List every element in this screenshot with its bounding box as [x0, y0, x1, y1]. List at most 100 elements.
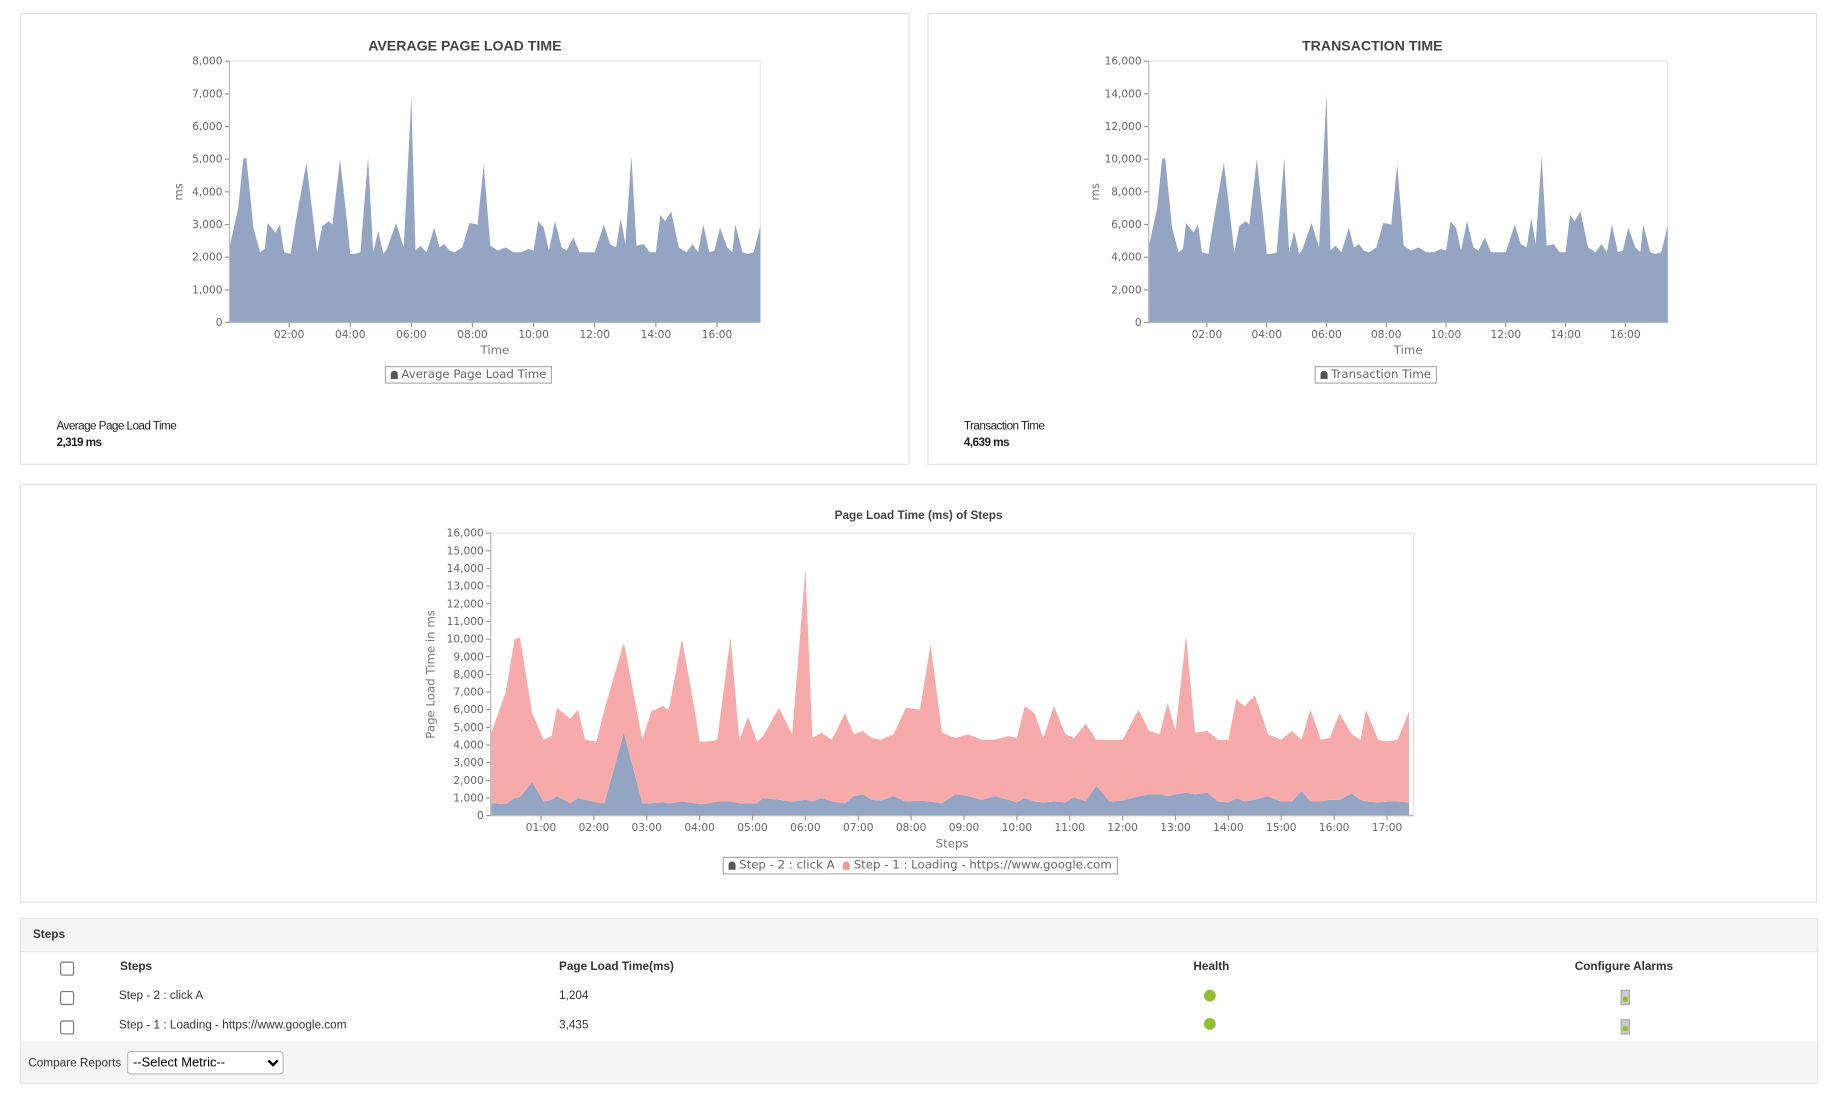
- x-tick-label: 04:00: [1251, 329, 1282, 341]
- y-tick-label: 6,000: [1111, 219, 1142, 231]
- x-tick-label: 04:00: [335, 329, 366, 341]
- x-tick-label: 04:00: [684, 822, 715, 834]
- x-tick-label: 02:00: [274, 329, 305, 341]
- x-tick-label: 08:00: [1371, 329, 1402, 341]
- x-tick-label: 06:00: [396, 329, 427, 341]
- column-header-health: Health: [1193, 960, 1230, 974]
- y-tick-label: 4,000: [453, 740, 484, 752]
- x-tick-label: 10:00: [518, 329, 549, 341]
- x-tick-label: 08:00: [457, 329, 488, 341]
- x-tick-label: 01:00: [526, 822, 557, 834]
- y-tick-label: 15,000: [447, 545, 484, 557]
- legend-swatch-icon: [843, 861, 851, 870]
- avg-stat-value: 2,319 ms: [56, 436, 102, 450]
- chart-title: AVERAGE PAGE LOAD TIME: [368, 37, 562, 55]
- chart-legend[interactable]: Transaction Time: [1314, 366, 1437, 384]
- compare-reports-bar: Compare Reports --Select Metric--: [21, 1041, 1818, 1083]
- step-name: Step - 2 : click A: [118, 989, 204, 1003]
- series-area-2: [490, 568, 1410, 805]
- legend-swatch-icon: [1320, 370, 1328, 379]
- x-tick-label: 02:00: [1192, 329, 1223, 341]
- legend-label: Step - 1 : Loading - https://www.google.…: [853, 859, 1112, 873]
- legend-swatch-icon: [728, 861, 736, 870]
- series-area-1: [1148, 93, 1668, 323]
- y-tick-label: 10,000: [447, 634, 484, 646]
- x-tick-label: 08:00: [896, 822, 927, 834]
- avg-page-load-panel: AVERAGE PAGE LOAD TIME 0 1,000 2,000 3,000 4…: [20, 12, 910, 465]
- y-tick-label: 5,000: [453, 722, 484, 734]
- x-tick-label: 16:00: [1610, 329, 1641, 341]
- x-tick-label: 16:00: [702, 329, 733, 341]
- trans-stat-label: Transaction Time: [963, 420, 1045, 434]
- y-tick-label: 4,000: [1111, 252, 1142, 264]
- configure-alarm-icon[interactable]: [1620, 989, 1631, 1006]
- step-load-time: 3,435: [559, 1019, 589, 1033]
- configure-alarm-icon[interactable]: [1620, 1019, 1631, 1035]
- y-tick-label: 0: [1135, 317, 1142, 329]
- y-tick-label: 2,000: [192, 252, 223, 264]
- y-tick-label: 13,000: [447, 581, 484, 593]
- column-header-steps: Steps: [120, 960, 153, 974]
- x-tick-label: 12:00: [1107, 822, 1138, 834]
- chart-title: TRANSACTION TIME: [1302, 37, 1443, 55]
- y-tick-label: 6,000: [192, 121, 223, 133]
- chart-legend[interactable]: Step - 2 : click A Step - 1 : Loading - …: [722, 856, 1118, 875]
- step-name: Step - 1 : Loading - https://www.google.…: [118, 1019, 347, 1033]
- x-tick-label: 06:00: [1311, 329, 1342, 341]
- x-tick-label: 07:00: [843, 822, 874, 834]
- trans-stat-value: 4,639 ms: [963, 436, 1010, 450]
- legend-swatch-icon: [390, 370, 398, 379]
- x-tick-label: 17:00: [1372, 822, 1403, 834]
- compare-reports-label: Compare Reports: [28, 1056, 122, 1070]
- column-header-configure-alarms: Configure Alarms: [1574, 960, 1674, 974]
- legend-label: Step - 2 : click A: [739, 859, 835, 873]
- x-tick-label: 12:00: [579, 329, 610, 341]
- chart-legend[interactable]: Average Page Load Time: [384, 366, 553, 384]
- y-tick-label: 16,000: [1105, 56, 1142, 68]
- y-tick-label: 4,000: [192, 186, 223, 198]
- y-tick-label: 0: [477, 810, 484, 822]
- steps-chart-panel: Page Load Time (ms) of Steps 0 1,000 2,000…: [20, 483, 1818, 903]
- transaction-time-chart: 0 2,000 4,000 6,000 8,000 10,000 12,000 14,000 1…: [1088, 56, 1669, 357]
- y-tick-label: 0: [216, 317, 223, 329]
- y-tick-label: 11,000: [447, 616, 484, 628]
- compare-metric-select[interactable]: --Select Metric--: [127, 1050, 284, 1075]
- select-all-checkbox[interactable]: [60, 961, 75, 976]
- x-tick-label: 12:00: [1491, 329, 1522, 341]
- x-tick-label: 03:00: [632, 822, 663, 834]
- y-tick-label: 8,000: [1111, 186, 1142, 198]
- y-tick-label: 6,000: [453, 704, 484, 716]
- y-tick-label: 5,000: [192, 154, 223, 166]
- series-area-1: [490, 732, 1410, 816]
- transaction-time-panel: TRANSACTION TIME 0 2,000 4,000 6,000 8,000 10…: [927, 12, 1818, 465]
- row-checkbox[interactable]: [60, 990, 75, 1006]
- x-tick-label: 16:00: [1319, 822, 1350, 834]
- y-tick-label: 12,000: [447, 598, 484, 610]
- y-axis-label: ms: [171, 183, 185, 201]
- x-tick-label: 14:00: [641, 329, 672, 341]
- x-axis-label: Time: [1393, 343, 1423, 357]
- y-tick-label: 10,000: [1105, 154, 1142, 166]
- y-tick-label: 9,000: [453, 651, 484, 663]
- chart-title: Page Load Time (ms) of Steps: [834, 509, 1003, 523]
- x-axis-label: Time: [480, 343, 510, 357]
- y-tick-label: 3,000: [453, 757, 484, 769]
- y-tick-label: 3,000: [192, 219, 223, 231]
- y-tick-label: 7,000: [453, 687, 484, 699]
- x-tick-label: 13:00: [1160, 822, 1191, 834]
- x-tick-label: 06:00: [790, 822, 821, 834]
- x-tick-label: 10:00: [1002, 822, 1033, 834]
- series-area-1: [229, 97, 761, 323]
- avg-page-load-chart: 0 1,000 2,000 3,000 4,000 5,000 6,000 7,000 8,00…: [171, 56, 761, 357]
- x-tick-label: 05:00: [737, 822, 768, 834]
- avg-stat-label: Average Page Load Time: [56, 420, 177, 434]
- y-tick-label: 2,000: [453, 775, 484, 787]
- steps-table-panel: Steps Steps Page Load Time(ms) Health Co…: [20, 917, 1819, 1084]
- y-tick-label: 14,000: [1105, 88, 1142, 100]
- y-axis-label: ms: [1088, 183, 1102, 201]
- steps-table-header-bar: Steps: [21, 919, 1818, 953]
- y-tick-label: 1,000: [453, 792, 484, 804]
- x-tick-label: 11:00: [1055, 822, 1086, 834]
- steps-section-title: Steps: [32, 928, 66, 942]
- row-checkbox[interactable]: [60, 1020, 75, 1035]
